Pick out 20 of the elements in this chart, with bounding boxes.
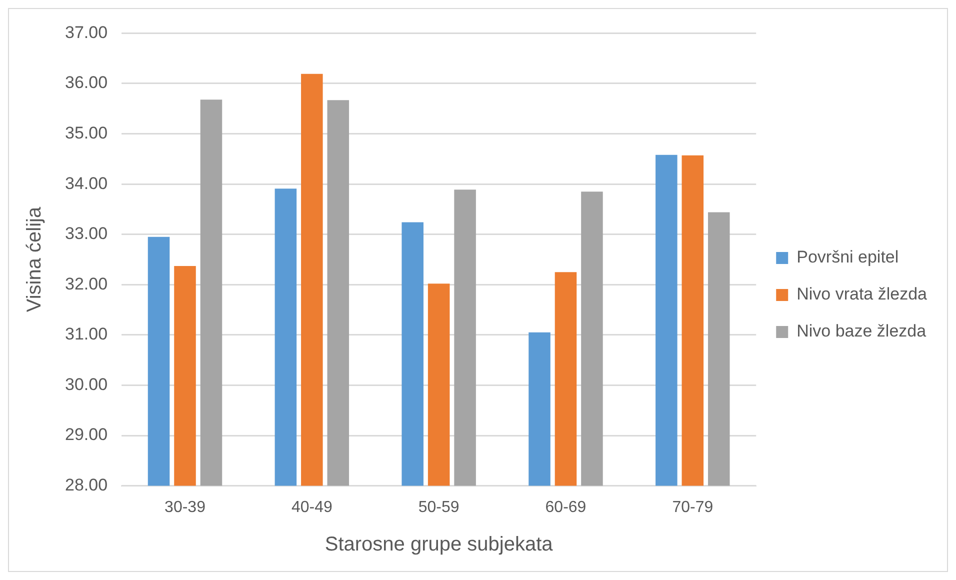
legend-label: Nivo baze žlezda [796,322,927,341]
y-tick-label: 29.00 [64,425,108,444]
y-tick-label: 34.00 [64,174,108,193]
x-tick-label: 40-49 [291,498,332,516]
legend-label: Površni epitel [796,248,899,267]
y-tick-label: 33.00 [64,224,108,244]
x-tick-label: 50-59 [418,498,460,516]
y-tick-label: 37.00 [64,22,108,42]
legend-label: Nivo vrata žlezda [796,284,928,304]
y-tick-label: 31.00 [64,324,108,344]
x-tick-label: 70-79 [672,498,714,516]
x-axis-title: Starosne grupe subjekata [324,534,554,556]
y-axis-title: Visina ćelija [24,206,46,312]
x-tick-label: 30-39 [164,498,206,516]
x-tick-label: 60-69 [545,498,586,516]
y-tick-label: 35.00 [64,123,108,142]
y-tick-label: 36.00 [64,73,108,92]
y-tick-label: 32.00 [64,274,108,294]
y-tick-label: 30.00 [64,374,108,394]
y-tick-label: 28.00 [64,475,108,494]
